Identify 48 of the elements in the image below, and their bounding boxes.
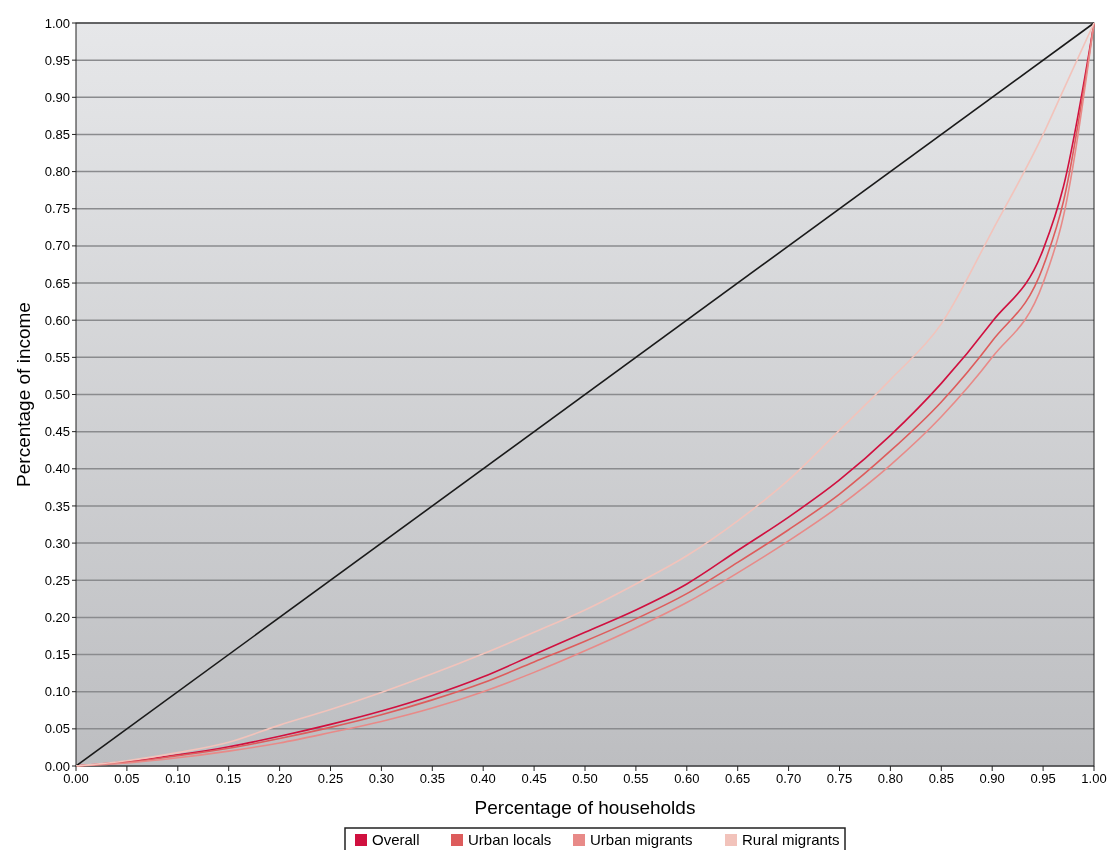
x-tick-label: 0.55 [623,771,649,786]
y-tick-label: 0.40 [44,461,70,477]
y-tick-label: 0.45 [44,424,70,440]
y-tick-label: 0.95 [44,52,70,68]
y-tick-label: 0.60 [44,312,70,328]
x-tick-label: 0.40 [470,771,496,786]
x-tick-label: 0.25 [317,771,344,786]
y-tick-label: 0.85 [44,127,70,142]
y-tick-label: 0.75 [44,201,70,217]
x-tick-label: 0.70 [775,771,802,786]
x-tick-label: 0.85 [928,771,954,786]
x-tick-label: 0.45 [521,771,547,786]
x-tick-label: 0.60 [674,771,700,786]
x-tick-label: 1.00 [1081,771,1107,786]
x-tick-label: 0.15 [216,771,242,786]
y-tick-label: 0.90 [44,89,70,105]
x-axis-title: Percentage of households [474,797,696,818]
y-tick-label: 0.50 [44,387,70,403]
x-tick-label: 0.75 [826,771,853,786]
legend-label: Urban migrants [590,831,693,848]
x-tick-label: 0.80 [877,771,904,786]
legend-label: Rural migrants [742,831,840,848]
legend-label: Urban locals [468,831,552,848]
x-tick-label: 0.20 [266,771,293,786]
y-tick-label: 0.00 [44,758,70,774]
y-tick-label: 0.70 [44,238,70,254]
y-tick-label: 0.35 [44,498,70,514]
y-tick-label: 0.05 [44,721,70,737]
x-tick-label: 0.00 [63,771,89,786]
x-tick-label: 0.95 [1030,771,1056,786]
legend-label: Overall [372,831,420,848]
x-tick-label: 0.35 [419,771,445,786]
x-tick-label: 0.90 [979,771,1005,786]
y-tick-label: 0.20 [44,609,70,625]
x-tick-label: 0.50 [572,771,598,786]
y-axis-title: Percentage of income [13,302,34,487]
x-tick-label: 0.65 [725,771,751,786]
y-tick-label: 1.00 [44,15,70,31]
x-tick-label: 0.10 [165,771,191,786]
y-tick-label: 0.65 [44,275,70,291]
y-tick-label: 0.10 [44,684,70,700]
y-tick-label: 0.25 [44,572,70,588]
x-tick-label: 0.30 [368,771,395,786]
x-tick-label: 0.05 [114,771,140,786]
y-tick-label: 0.55 [44,349,70,365]
y-tick-label: 0.30 [44,535,70,551]
y-tick-label: 0.15 [44,647,70,663]
y-tick-label: 0.80 [44,164,70,180]
